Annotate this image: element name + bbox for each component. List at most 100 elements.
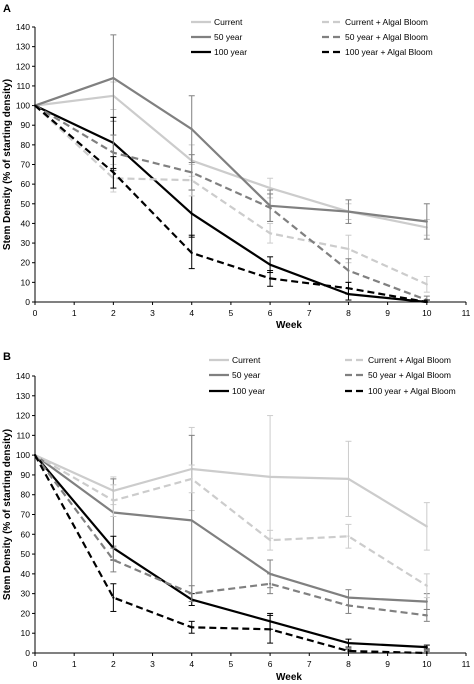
y-axis-label: Stem Density (% of starting density) [2, 429, 13, 600]
legend-label: 50 year + Algal Bloom [345, 32, 428, 42]
y-tick-label: 120 [16, 411, 30, 421]
x-tick-label: 3 [150, 659, 155, 669]
series-100-year-algal-bloom [33, 104, 430, 304]
data-point [190, 626, 193, 629]
data-point [347, 287, 350, 290]
data-point [347, 210, 350, 213]
y-tick-label: 70 [21, 510, 31, 520]
data-point [268, 628, 272, 631]
data-point [425, 645, 428, 649]
x-tick-label: 8 [346, 308, 351, 318]
x-tick-label: 6 [268, 308, 273, 318]
series-line [34, 76, 427, 223]
data-point [425, 220, 428, 223]
x-tick-label: 11 [462, 308, 471, 318]
x-tick-label: 2 [111, 308, 116, 318]
y-tick-label: 0 [25, 648, 30, 658]
data-point [190, 477, 193, 480]
legend-label: 100 year + Algal Bloom [368, 386, 456, 396]
series-50-year [33, 434, 430, 610]
data-point [268, 539, 272, 542]
x-tick-label: 0 [33, 659, 38, 669]
x-tick-label: 4 [189, 308, 194, 318]
x-tick-label: 1 [72, 659, 77, 669]
legend-label: Current + Algal Bloom [368, 355, 451, 365]
y-tick-label: 140 [16, 22, 30, 32]
y-tick-label: 70 [21, 160, 31, 170]
data-point [112, 76, 115, 80]
series-line [34, 104, 428, 302]
panel-label: B [3, 351, 11, 363]
x-axis-label: Week [276, 672, 302, 683]
data-point [425, 651, 428, 655]
y-tick-label: 40 [21, 218, 31, 228]
y-tick-label: 40 [21, 569, 31, 579]
legend: Current 50 year 100 year Current + Algal Bl… [191, 17, 433, 57]
y-tick-label: 130 [16, 391, 30, 401]
x-tick-label: 8 [346, 659, 351, 669]
legend-label: 100 year [214, 47, 247, 57]
panel-label: A [3, 3, 11, 15]
y-tick-label: 60 [21, 529, 31, 539]
series-line [34, 104, 428, 286]
data-point [347, 269, 350, 272]
data-point [112, 596, 115, 599]
x-tick-label: 11 [462, 659, 471, 669]
data-point [268, 277, 272, 280]
y-tick-label: 110 [16, 430, 30, 440]
series-line [34, 454, 427, 603]
series-100-year [33, 104, 430, 304]
y-tick-label: 140 [16, 371, 30, 381]
y-tick-label: 130 [16, 42, 30, 52]
data-point [190, 212, 193, 215]
data-point [112, 171, 115, 174]
data-point [190, 171, 193, 174]
x-tick-label: 2 [111, 659, 116, 669]
y-axis-label: Stem Density (% of starting density) [2, 79, 13, 250]
y-tick-label: 80 [21, 490, 31, 500]
x-tick-label: 9 [385, 308, 390, 318]
series-line [34, 454, 427, 649]
legend-label: Current [232, 355, 261, 365]
chart-panel-b: B 0 10 20 30 40 50 60 70 80 90 100 110 120 130 140 0 1 2 3 4… [2, 351, 471, 683]
y-tick-label: 100 [16, 101, 30, 111]
series-line [34, 104, 427, 304]
series-line [34, 454, 427, 617]
x-tick-label: 7 [307, 308, 312, 318]
legend-label: Current + Algal Bloom [345, 17, 428, 27]
y-tick-label: 50 [21, 549, 31, 559]
data-point [112, 499, 115, 502]
data-point [190, 519, 193, 522]
data-point [347, 247, 350, 251]
y-tick-label: 20 [21, 608, 31, 618]
x-axis-label: Week [276, 320, 302, 331]
x-tick-label: 5 [229, 308, 234, 318]
y-tick-label: 30 [21, 238, 31, 248]
data-point [347, 477, 350, 480]
y-tick-label: 120 [16, 61, 30, 71]
x-tick-label: 1 [72, 308, 77, 318]
data-point [425, 283, 428, 286]
x-tick-label: 5 [229, 659, 234, 669]
x-tick-label: 3 [150, 308, 155, 318]
x-tick-label: 10 [422, 308, 432, 318]
series-line [34, 454, 428, 528]
data-point [425, 584, 428, 587]
data-point [347, 535, 350, 538]
data-point [268, 206, 272, 209]
data-point [268, 582, 272, 585]
y-tick-label: 100 [16, 450, 30, 460]
legend-label: 50 year + Algal Bloom [368, 370, 451, 380]
series-100-year [33, 454, 430, 650]
series-line [34, 454, 428, 587]
x-tick-label: 6 [268, 659, 273, 669]
x-tick-label: 0 [33, 308, 38, 318]
data-point [347, 649, 350, 653]
x-tick-label: 10 [422, 659, 432, 669]
data-point [268, 263, 272, 266]
series-current-algal-bloom [33, 454, 430, 599]
legend-label: 50 year [214, 32, 243, 42]
data-point [268, 475, 272, 479]
series-100-year-algal-bloom [33, 454, 430, 655]
legend-label: 100 year + Algal Bloom [345, 47, 433, 57]
